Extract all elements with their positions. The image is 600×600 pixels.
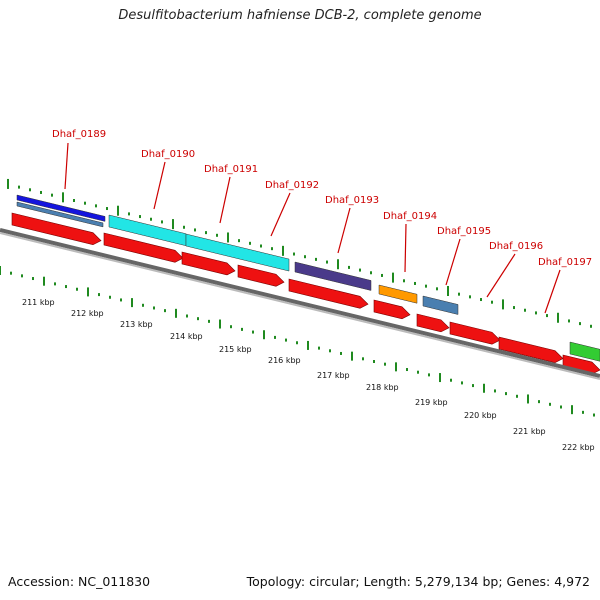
label-leader bbox=[445, 238, 461, 286]
gene-label[interactable]: Dhaf_0190 bbox=[141, 149, 195, 160]
cds-arrow[interactable] bbox=[416, 313, 450, 333]
scale-label: 217 kbp bbox=[317, 371, 350, 380]
scale-label: 213 kbp bbox=[120, 320, 153, 329]
accession-text: Accession: NC_011830 bbox=[8, 574, 151, 589]
backbone-line bbox=[0, 228, 600, 378]
gene-label[interactable]: Dhaf_0195 bbox=[437, 226, 491, 237]
label-leader bbox=[337, 207, 351, 254]
gene-label[interactable]: Dhaf_0193 bbox=[325, 195, 379, 206]
cds-arrow[interactable] bbox=[11, 212, 102, 246]
label-leader bbox=[404, 223, 407, 273]
gene-label[interactable]: Dhaf_0189 bbox=[52, 129, 106, 140]
scale-label: 214 kbp bbox=[170, 332, 203, 341]
gene-block-dhaf-0189[interactable] bbox=[16, 194, 106, 222]
inner-tick-track bbox=[0, 266, 595, 417]
gene-label[interactable]: Dhaf_0192 bbox=[265, 180, 319, 191]
scale-label: 216 kbp bbox=[268, 356, 301, 365]
label-leaders bbox=[64, 142, 561, 314]
gene-block-dhaf-0189[interactable] bbox=[16, 201, 104, 228]
cds-arrow[interactable] bbox=[237, 264, 285, 287]
genome-summary: Topology: circular; Length: 5,279,134 bp… bbox=[246, 574, 590, 589]
label-leader bbox=[64, 142, 69, 190]
cds-arrow[interactable] bbox=[498, 336, 564, 363]
gene-labels: Dhaf_0189 Dhaf_0190 Dhaf_0191 Dhaf_0192 Dhaf… bbox=[52, 129, 592, 268]
scale-label: 222 kbp bbox=[562, 443, 595, 452]
scale-label: 212 kbp bbox=[71, 309, 104, 318]
scale-label: 220 kbp bbox=[464, 411, 497, 420]
gene-block-dhaf-0195[interactable] bbox=[422, 295, 459, 315]
cds-arrow[interactable] bbox=[288, 278, 369, 309]
scale-label: 221 kbp bbox=[513, 427, 546, 436]
cds-arrow[interactable] bbox=[103, 232, 184, 263]
gene-label[interactable]: Dhaf_0196 bbox=[489, 241, 543, 252]
gene-block-dhaf-0193[interactable] bbox=[294, 261, 372, 291]
label-leader bbox=[270, 192, 291, 237]
outer-tick-track bbox=[7, 178, 592, 328]
label-leader bbox=[219, 176, 231, 224]
map-title: Desulfitobacterium hafniense DCB-2, comp… bbox=[118, 8, 482, 23]
gene-block-dhaf-0194[interactable] bbox=[378, 284, 418, 304]
gene-feature-track bbox=[16, 194, 600, 362]
gene-label[interactable]: Dhaf_0197 bbox=[538, 257, 592, 268]
scale-labels: 211 kbp 212 kbp 213 kbp 214 kbp 215 kbp 216 k… bbox=[22, 298, 595, 452]
cds-arrow[interactable] bbox=[373, 299, 411, 320]
gene-label[interactable]: Dhaf_0194 bbox=[383, 211, 437, 222]
scale-label: 219 kbp bbox=[415, 398, 448, 407]
cds-arrow[interactable] bbox=[181, 251, 236, 276]
scale-label: 218 kbp bbox=[366, 383, 399, 392]
gene-label[interactable]: Dhaf_0191 bbox=[204, 164, 258, 175]
label-leader bbox=[486, 253, 516, 298]
cds-arrow[interactable] bbox=[449, 321, 501, 345]
scale-label: 215 kbp bbox=[219, 345, 252, 354]
label-leader bbox=[544, 269, 561, 314]
gene-block-dhaf-0191[interactable] bbox=[185, 233, 290, 272]
scale-label: 211 kbp bbox=[22, 298, 55, 307]
label-leader bbox=[153, 161, 166, 210]
cds-arrow-track bbox=[11, 212, 600, 375]
gene-block-dhaf-0198[interactable] bbox=[569, 341, 600, 362]
backbone-shadow bbox=[0, 232, 600, 380]
